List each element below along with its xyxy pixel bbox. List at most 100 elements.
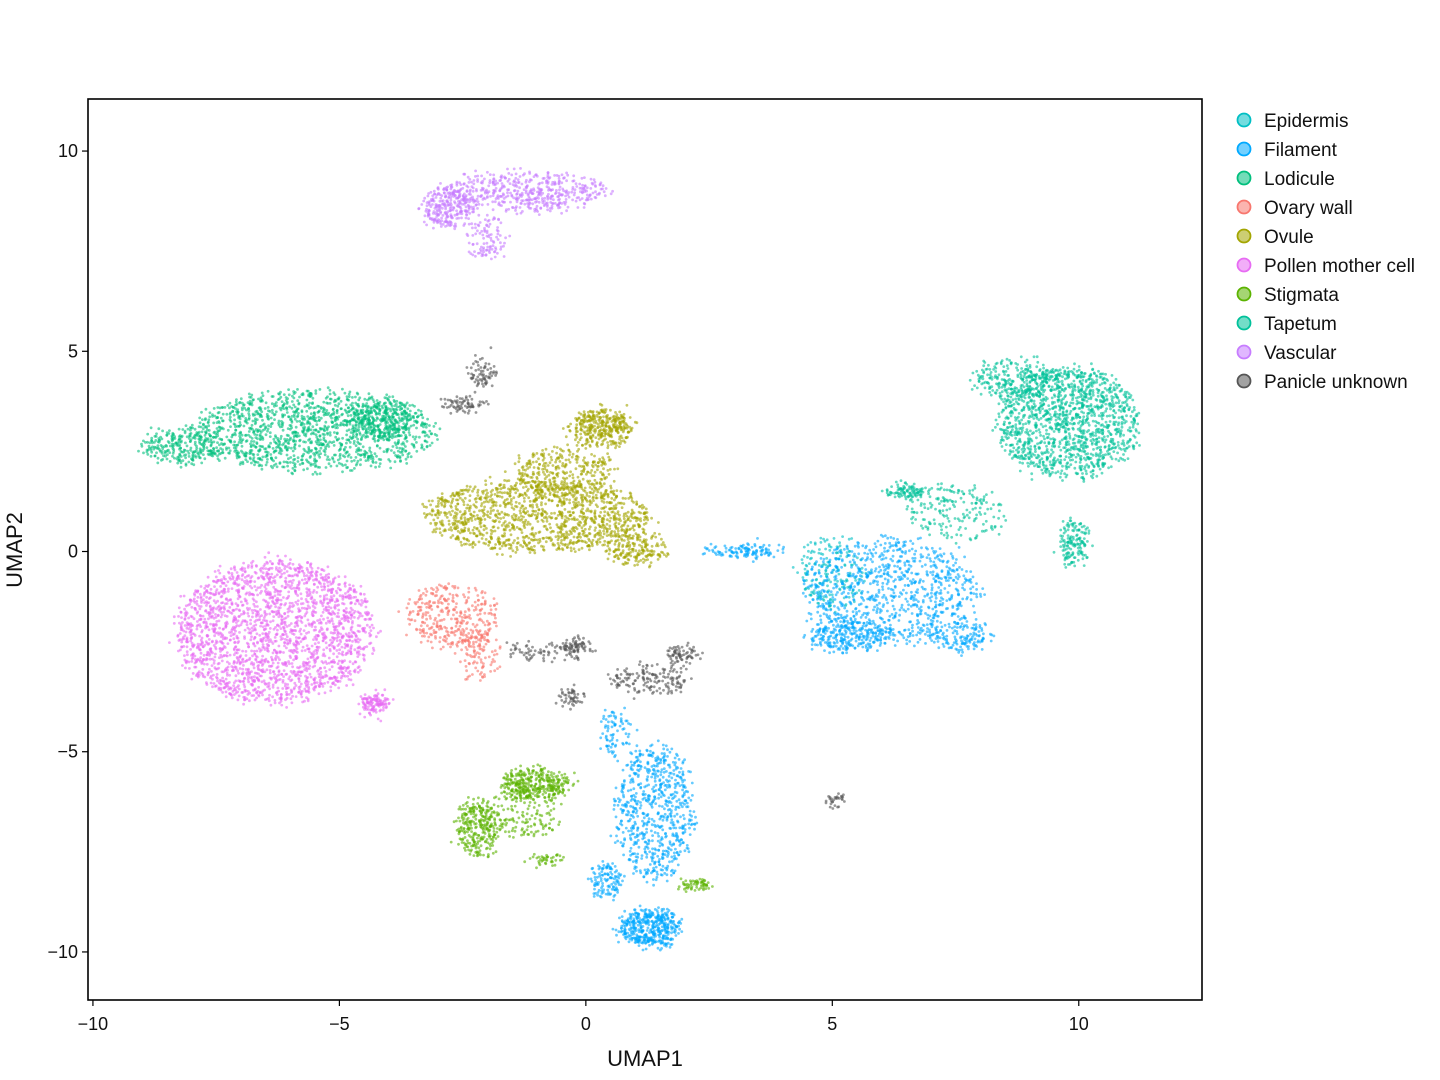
point (195, 449, 198, 452)
point (227, 446, 231, 450)
point (881, 585, 884, 589)
point (150, 441, 154, 445)
point (400, 401, 403, 405)
point (965, 570, 968, 573)
point (390, 404, 394, 408)
point (590, 867, 594, 871)
point (637, 912, 641, 916)
point (365, 431, 369, 435)
point (860, 566, 864, 570)
point (211, 435, 215, 439)
point (649, 749, 652, 753)
point (235, 402, 239, 406)
point (656, 764, 659, 768)
point (824, 594, 828, 597)
point (804, 587, 807, 591)
point (592, 895, 596, 898)
point (989, 639, 993, 643)
point (912, 598, 916, 602)
point (612, 885, 615, 889)
point (955, 632, 959, 636)
point (845, 614, 849, 618)
point (855, 633, 859, 637)
point (266, 406, 270, 409)
point (926, 627, 929, 630)
point (268, 435, 272, 438)
point (397, 424, 401, 428)
point (276, 437, 280, 440)
point (630, 829, 633, 833)
point (140, 444, 144, 448)
point (664, 759, 668, 762)
point (347, 395, 351, 398)
point (883, 550, 886, 553)
point (292, 403, 296, 407)
point (218, 443, 221, 447)
point (632, 917, 636, 921)
point (674, 826, 678, 830)
point (646, 918, 649, 922)
point (242, 424, 246, 428)
point (209, 449, 213, 452)
point (828, 635, 831, 638)
point (850, 550, 854, 553)
point (622, 742, 625, 746)
point (204, 431, 208, 434)
point (965, 624, 968, 627)
point (883, 641, 887, 645)
point (248, 435, 252, 439)
point (661, 934, 665, 937)
point (264, 426, 268, 430)
point (887, 618, 891, 622)
point (197, 454, 201, 458)
point (259, 396, 263, 400)
point (839, 620, 842, 623)
point (287, 388, 290, 391)
point (608, 867, 612, 870)
point (211, 454, 215, 458)
point (937, 586, 941, 589)
point (913, 552, 916, 556)
point (334, 426, 338, 430)
point (910, 547, 914, 551)
point (634, 755, 638, 759)
point (252, 431, 255, 434)
point (400, 447, 404, 450)
point (817, 571, 821, 575)
point (345, 429, 349, 433)
point (334, 399, 338, 403)
point (645, 880, 649, 884)
point (809, 593, 813, 597)
point (635, 869, 638, 873)
point (850, 582, 854, 585)
point (974, 627, 978, 631)
point (932, 549, 935, 553)
point (765, 550, 768, 553)
point (828, 558, 832, 562)
point (828, 614, 831, 618)
point (856, 556, 859, 560)
point (931, 570, 935, 574)
point (301, 426, 305, 429)
point (681, 760, 685, 764)
point (680, 930, 684, 933)
point (656, 873, 659, 876)
point (876, 607, 879, 610)
point (626, 735, 630, 739)
point (606, 747, 610, 751)
point (237, 455, 241, 459)
point (189, 432, 193, 435)
point (951, 568, 955, 572)
point (814, 563, 817, 566)
point (408, 433, 412, 437)
point (252, 453, 256, 456)
point (181, 459, 185, 462)
point (629, 817, 632, 821)
point (341, 436, 344, 440)
point (355, 433, 359, 437)
point (619, 822, 622, 825)
point (671, 804, 674, 808)
point (668, 785, 671, 789)
point (648, 863, 652, 866)
point (247, 409, 251, 413)
